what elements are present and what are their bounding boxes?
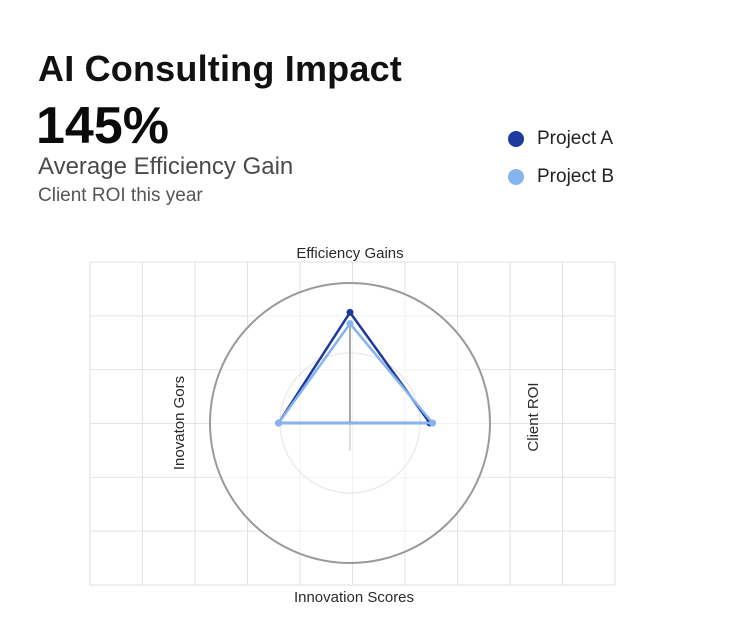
data-point-project-a — [346, 308, 354, 316]
data-point-project-b — [346, 320, 354, 328]
kpi-value: 145% — [36, 97, 169, 155]
data-point-project-b — [429, 419, 437, 427]
axis-label: Efficiency Gains — [296, 245, 403, 262]
series-line-project-b — [277, 322, 434, 425]
legend-label-project-b: Project B — [537, 166, 615, 187]
legend-marker-project-a — [508, 131, 524, 147]
kpi-subtitle: Client ROI this year — [38, 185, 203, 206]
axis-label: Client ROI — [525, 382, 542, 451]
legend-label-project-a: Project A — [537, 128, 614, 149]
legend-marker-project-b — [508, 169, 524, 185]
axis-label: Inovaton Gors — [171, 376, 188, 470]
legend-item-project-b[interactable]: Project B — [508, 158, 614, 196]
legend-item-project-a[interactable]: Project A — [508, 120, 614, 158]
axis-label: Innovation Scores — [294, 589, 414, 606]
kpi-label: Average Efficiency Gain — [38, 153, 294, 180]
data-point-project-b — [275, 419, 283, 427]
chart-title: AI Consulting Impact — [38, 48, 402, 89]
series-layer — [275, 308, 437, 427]
axis-label-layer: Efficiency Gains Client ROI Innovation Sco… — [171, 245, 542, 606]
legend: Project A Project B — [508, 120, 614, 196]
